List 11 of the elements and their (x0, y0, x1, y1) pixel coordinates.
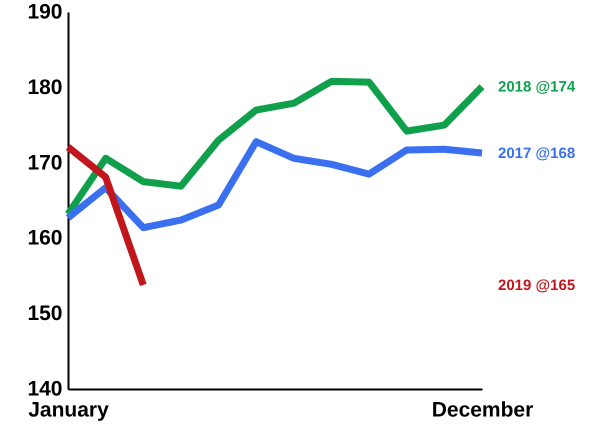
y-tick-label: 190 (27, 0, 62, 24)
series-label: 2017 @168 (498, 145, 576, 162)
y-tick-label: 140 (27, 378, 62, 400)
y-tick-label: 160 (27, 226, 62, 250)
y-tick-label: 180 (27, 76, 62, 99)
y-tick-label: 170 (27, 151, 62, 174)
series-label: 2018 @174 (498, 78, 576, 96)
y-tick-label: 150 (27, 302, 62, 326)
x-tick-label: December (432, 398, 534, 422)
x-tick-label: January (28, 398, 110, 422)
text: 2019 @165 (498, 276, 576, 294)
